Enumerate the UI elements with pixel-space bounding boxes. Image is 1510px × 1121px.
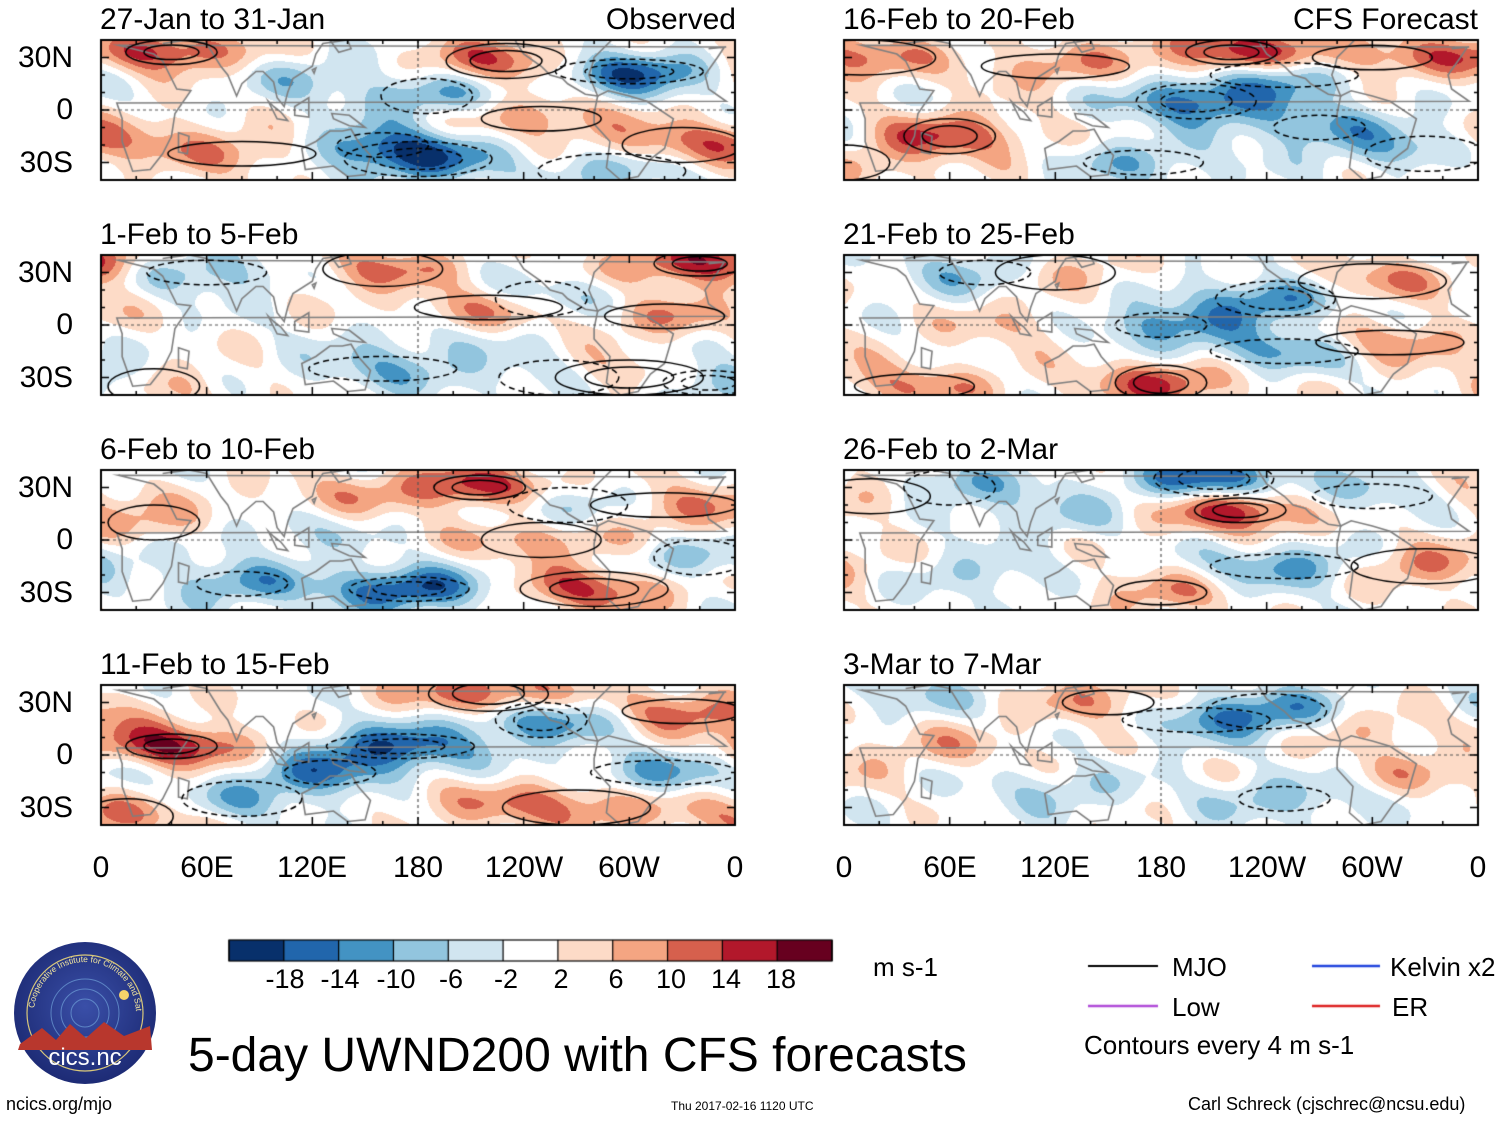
footer-timestamp: Thu 2017-02-16 1120 UTC [671, 1099, 814, 1113]
units-label: m s-1 [873, 952, 938, 982]
lon-tick-180: 180 [392, 851, 444, 884]
lat-tick-eq: 0 [56, 93, 73, 126]
lat-tick-30n: 30N [17, 256, 73, 289]
colorbar-label: -10 [376, 964, 416, 994]
legend-low-label: Low [1172, 992, 1220, 1022]
footer-url[interactable]: ncics.org/mjo [6, 1094, 113, 1114]
lat-tick-30s: 30S [19, 791, 73, 824]
colorbar-label: 14 [710, 964, 742, 994]
legend-er-label: ER [1392, 992, 1429, 1022]
lat-tick-30n: 30N [17, 41, 73, 74]
lon-tick-0: 0 [835, 851, 853, 884]
contour-note: Contours every 4 m s-1 [1084, 1030, 1355, 1060]
lon-tick-120w: 120W [1227, 851, 1307, 884]
colorbar-label: 6 [608, 964, 624, 994]
lon-tick-60e: 60E [180, 851, 234, 884]
lat-tick-30s: 30S [19, 576, 73, 609]
lon-tick-120e: 120E [1019, 851, 1091, 884]
colorbar-label: 18 [765, 964, 797, 994]
legend-kelvin-label: Kelvin x2 [1390, 952, 1496, 982]
lon-tick-360: 0 [1469, 851, 1487, 884]
lat-tick-30s: 30S [19, 361, 73, 394]
figure-title: 5-day UWND200 with CFS forecasts [188, 1029, 967, 1082]
lat-tick-eq: 0 [56, 738, 73, 771]
colorbar-label: -2 [493, 964, 518, 994]
svg-text:cics.nc: cics.nc [48, 1044, 121, 1071]
lon-tick-180: 180 [1135, 851, 1187, 884]
lon-tick-120e: 120E [276, 851, 348, 884]
colorbar-label: -14 [320, 964, 360, 994]
colorbar-label: -6 [438, 964, 463, 994]
colorbar-label: 10 [655, 964, 687, 994]
panel-title-3: 6-Feb to 10-Feb [100, 433, 316, 466]
lon-tick-60w: 60W [598, 851, 660, 884]
lat-tick-30n: 30N [17, 686, 73, 719]
panel-title-2: 1-Feb to 5-Feb [100, 218, 299, 251]
colorbar-label: -18 [265, 964, 305, 994]
panel-title-5: 16-Feb to 20-Feb [843, 3, 1075, 36]
panel-title-7: 26-Feb to 2-Mar [843, 433, 1059, 466]
lon-tick-0: 0 [92, 851, 110, 884]
footer-author: Carl Schreck (cjschrec@ncsu.edu) [1188, 1094, 1466, 1114]
panel-title-6: 21-Feb to 25-Feb [843, 218, 1075, 251]
lon-tick-120w: 120W [484, 851, 564, 884]
lat-tick-eq: 0 [56, 308, 73, 341]
observed-label: Observed [605, 3, 736, 36]
lat-tick-30s: 30S [19, 146, 73, 179]
legend-mjo-label: MJO [1172, 952, 1227, 982]
lon-tick-360: 0 [726, 851, 744, 884]
cics-logo: Cooperative Institute for Climate and Sa… [12, 940, 156, 1084]
forecast-label: CFS Forecast [1292, 3, 1478, 36]
lat-tick-eq: 0 [56, 523, 73, 556]
panel-title-4: 11-Feb to 15-Feb [100, 648, 330, 681]
lat-tick-30n: 30N [17, 471, 73, 504]
lon-tick-60w: 60W [1341, 851, 1403, 884]
panel-title-8: 3-Mar to 7-Mar [843, 648, 1042, 681]
colorbar-label: 2 [553, 964, 569, 994]
panel-title-1: 27-Jan to 31-Jan [100, 3, 326, 36]
lon-tick-60e: 60E [923, 851, 977, 884]
